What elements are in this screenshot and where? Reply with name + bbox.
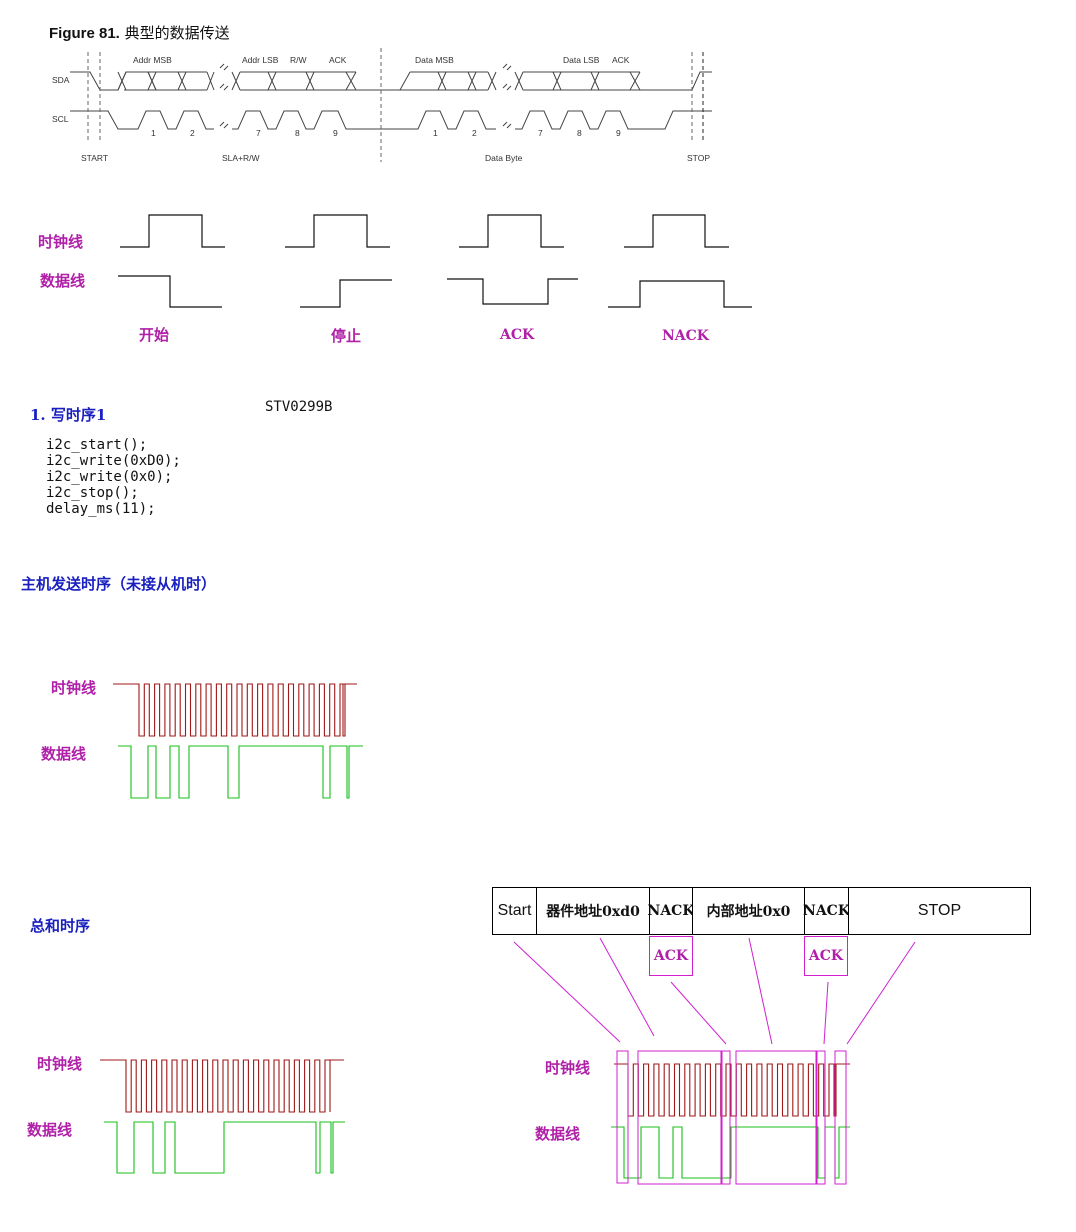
bit-number: 1 xyxy=(433,128,438,138)
condition-waveforms xyxy=(118,214,752,308)
addr-lsb-label: Addr LSB xyxy=(242,55,279,65)
ack-clock xyxy=(459,214,564,248)
nack-data xyxy=(608,280,752,308)
rw-label: R/W xyxy=(290,55,307,65)
data-line-label: 数据线 xyxy=(40,272,86,290)
bit-number: 1 xyxy=(151,128,156,138)
data-line-label: 数据线 xyxy=(27,1121,73,1139)
clock-trace xyxy=(614,1063,850,1117)
stop-phase-label: STOP xyxy=(687,153,710,163)
start-condition-label: 开始 xyxy=(139,326,170,344)
start-clock xyxy=(120,214,225,248)
bit-number: 9 xyxy=(333,128,338,138)
scl-signal-label: SCL xyxy=(52,114,69,124)
bit-number: 9 xyxy=(616,128,621,138)
annotation-overlay xyxy=(513,937,916,1185)
figure-number: Figure 81. xyxy=(49,25,120,42)
table-cell-nack: NACK xyxy=(648,887,695,935)
figure-sda-waveform xyxy=(70,71,712,91)
table-cell-internal-address: 内部地址0x0 xyxy=(692,887,805,935)
ack-data xyxy=(447,278,578,305)
total-sequence-heading: 总和时序 xyxy=(30,917,91,935)
master-data-waveform xyxy=(118,745,363,799)
ack-label-1: ACK xyxy=(329,55,347,65)
clock-line-label: 时钟线 xyxy=(38,233,84,251)
table-cell-stop: STOP xyxy=(848,887,1031,935)
table-cell-device-address: 器件地址0xd0 xyxy=(536,887,650,935)
figure-caption: 典型的数据传送 xyxy=(124,24,230,42)
figure-dashed-markers xyxy=(87,48,704,162)
annotated-clock-waveform xyxy=(614,1063,850,1117)
bit-number: 8 xyxy=(577,128,582,138)
ack-box: ACK xyxy=(649,936,693,976)
code-line: i2c_write(0x0); xyxy=(46,469,173,485)
chip-name: STV0299B xyxy=(265,399,333,415)
ack-condition-label: ACK xyxy=(500,327,535,343)
code-line: delay_ms(11); xyxy=(46,501,156,517)
data-trace xyxy=(118,745,363,799)
bit-number: 7 xyxy=(256,128,261,138)
start-data xyxy=(118,275,222,308)
clock-trace xyxy=(100,1059,344,1113)
data-trace xyxy=(104,1121,345,1174)
start-phase-label: START xyxy=(81,153,109,163)
nack-condition-label: NACK xyxy=(662,328,709,344)
code-line: i2c_stop(); xyxy=(46,485,139,501)
figure-title: Figure 81. 典型的数据传送 xyxy=(49,22,230,43)
master-send-heading: 主机发送时序（未接从机时） xyxy=(21,575,217,593)
bit-number: 2 xyxy=(472,128,477,138)
bit-number: 7 xyxy=(538,128,543,138)
master-clock-waveform xyxy=(113,683,357,737)
clock-line-label: 时钟线 xyxy=(37,1055,83,1073)
write-sequence-heading: 1. 写时序1 xyxy=(30,406,107,424)
total-clock-waveform xyxy=(100,1059,344,1113)
bit-number: 8 xyxy=(295,128,300,138)
clock-line-label: 时钟线 xyxy=(545,1059,591,1077)
clock-trace xyxy=(113,683,357,737)
ack-label-2: ACK xyxy=(612,55,630,65)
data-byte-phase-label: Data Byte xyxy=(485,153,523,163)
figure-scl-waveform xyxy=(70,110,712,130)
stop-data xyxy=(300,279,392,308)
sla-phase-label: SLA+R/W xyxy=(222,153,260,163)
figure-break-markers xyxy=(219,63,512,129)
bit-number: 2 xyxy=(190,128,195,138)
stop-condition-label: 停止 xyxy=(331,327,362,345)
nack-clock xyxy=(624,214,729,248)
table-cell-nack: NACK xyxy=(803,887,850,935)
total-data-waveform xyxy=(104,1121,345,1174)
ack-box: ACK xyxy=(804,936,848,976)
data-msb-label: Data MSB xyxy=(415,55,454,65)
clock-line-label: 时钟线 xyxy=(51,679,97,697)
data-line-label: 数据线 xyxy=(535,1125,581,1143)
data-line-label: 数据线 xyxy=(41,745,87,763)
stop-clock xyxy=(285,214,390,248)
code-line: i2c_write(0xD0); xyxy=(46,453,181,469)
sda-signal-label: SDA xyxy=(52,75,70,85)
data-lsb-label: Data LSB xyxy=(563,55,600,65)
code-block: i2c_start(); i2c_write(0xD0); i2c_write(… xyxy=(46,437,181,517)
code-line: i2c_start(); xyxy=(46,437,148,453)
addr-msb-label: Addr MSB xyxy=(133,55,172,65)
